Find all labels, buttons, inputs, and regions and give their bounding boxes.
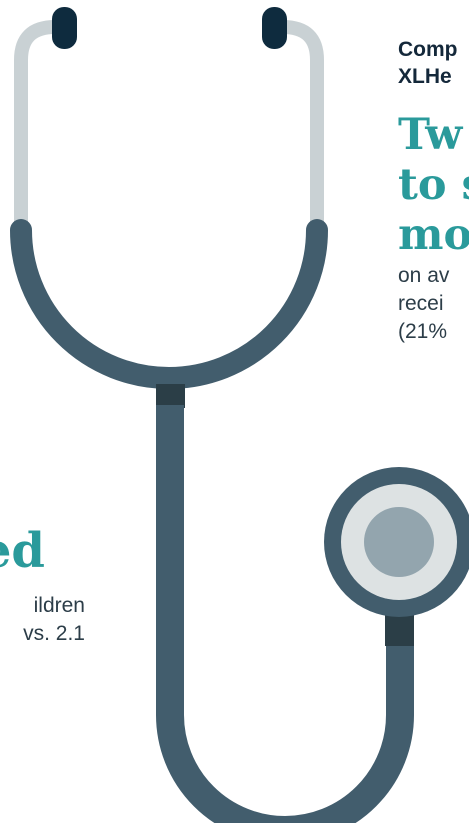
ear-tip-left bbox=[52, 7, 77, 49]
comparison-intro: Comp XLHe bbox=[398, 36, 469, 90]
chestpiece-diaphragm bbox=[364, 507, 434, 577]
ear-tube-right bbox=[265, 20, 324, 247]
binaural-tube bbox=[10, 219, 328, 389]
intro-line: Comp bbox=[398, 38, 458, 61]
body-line: on av bbox=[398, 264, 450, 287]
headline-line: mo bbox=[398, 210, 469, 260]
ear-tube-left bbox=[14, 20, 73, 247]
tubing-main bbox=[156, 405, 414, 823]
headline-line: Tw bbox=[398, 110, 463, 160]
body-line: ildren bbox=[33, 594, 85, 617]
body-line: recei bbox=[398, 292, 444, 315]
left-stat-headline: ed bbox=[0, 523, 45, 579]
left-body-text: ildren vs. 2.1 bbox=[23, 592, 85, 648]
body-line: vs. 2.1 bbox=[23, 622, 85, 645]
intro-line: XLHe bbox=[398, 65, 452, 88]
body-line: (21% bbox=[398, 320, 448, 343]
right-body-text: on av recei (21% bbox=[398, 262, 449, 346]
headline: Tw to s mo bbox=[398, 110, 469, 260]
tube-joint bbox=[156, 384, 185, 408]
headline-line: to s bbox=[398, 160, 469, 210]
ear-tip-right bbox=[262, 7, 287, 49]
